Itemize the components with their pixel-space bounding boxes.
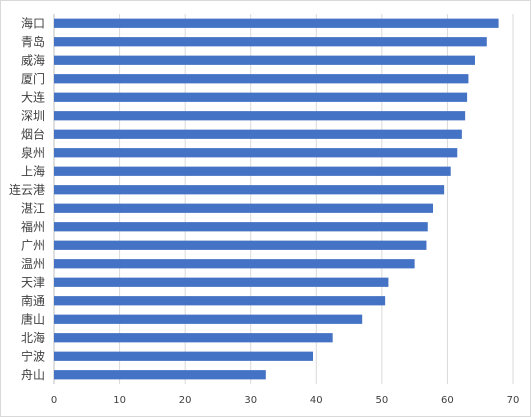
bar-16 xyxy=(54,296,386,306)
category-label: 深圳 xyxy=(21,109,45,123)
category-label: 唐山 xyxy=(21,311,45,326)
bar-19 xyxy=(54,351,314,361)
category-label: 南通 xyxy=(21,293,45,308)
category-labels: 海口青岛威海厦门大连深圳烟台泉州上海连云港湛江福州广州温州天津南通唐山北海宁波舟… xyxy=(9,15,45,382)
x-axis-tick-labels: 0 10 20 30 40 50 60 70 xyxy=(51,395,520,406)
bar-2 xyxy=(54,37,487,47)
bar-7 xyxy=(54,129,462,139)
x-tick-label: 40 xyxy=(310,395,323,406)
category-label: 上海 xyxy=(21,163,45,178)
bar-9 xyxy=(54,166,451,176)
x-tick-label: 10 xyxy=(113,395,126,406)
grid-layer xyxy=(53,14,514,384)
category-label: 海口 xyxy=(21,15,45,30)
x-tick-label: 20 xyxy=(179,395,192,406)
bar-18 xyxy=(54,333,333,343)
category-label: 北海 xyxy=(21,330,45,345)
category-label: 厦门 xyxy=(21,71,45,86)
bar-8 xyxy=(54,148,458,158)
category-label: 福州 xyxy=(21,219,45,234)
category-label: 湛江 xyxy=(21,201,45,215)
category-label: 威海 xyxy=(21,52,45,67)
category-label: 青岛 xyxy=(21,34,45,49)
x-tick-label: 50 xyxy=(375,395,388,406)
bar-3 xyxy=(54,55,475,65)
bar-15 xyxy=(54,277,389,287)
bar-13 xyxy=(54,240,427,250)
category-label: 天津 xyxy=(21,275,45,289)
bar-6 xyxy=(54,111,466,121)
category-label: 泉州 xyxy=(21,146,45,160)
x-tick-label: 70 xyxy=(507,395,520,406)
bar-20 xyxy=(54,370,266,380)
bar-4 xyxy=(54,74,469,84)
category-label: 广州 xyxy=(21,238,45,252)
x-tick-label: 0 xyxy=(51,395,57,406)
x-tick-label: 60 xyxy=(441,395,454,406)
category-label: 连云港 xyxy=(9,182,45,197)
bar-5 xyxy=(54,92,468,102)
category-label: 烟台 xyxy=(21,126,45,141)
category-label: 温州 xyxy=(21,257,45,271)
category-label: 大连 xyxy=(21,89,45,104)
x-tick-label: 30 xyxy=(244,395,257,406)
bar-1 xyxy=(54,18,499,28)
category-label: 宁波 xyxy=(21,348,45,363)
bar-12 xyxy=(54,222,428,232)
bar-11 xyxy=(54,203,434,213)
category-label: 舟山 xyxy=(21,368,45,382)
bar-10 xyxy=(54,185,445,195)
bar-14 xyxy=(54,259,415,269)
bar-layer xyxy=(54,18,499,380)
bar-17 xyxy=(54,314,363,324)
